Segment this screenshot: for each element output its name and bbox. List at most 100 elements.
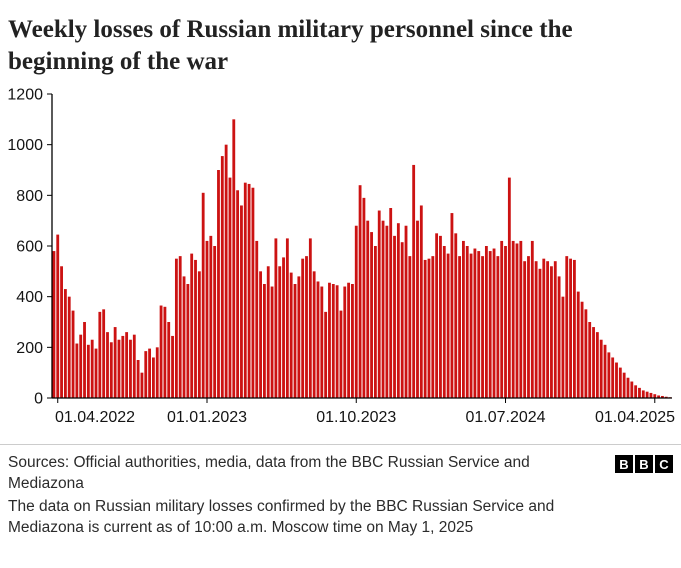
bar (132, 334, 136, 398)
bar (293, 284, 297, 398)
bar (423, 259, 427, 398)
bar (301, 258, 305, 398)
y-tick-label: 1200 (7, 87, 43, 104)
bar (638, 387, 641, 398)
y-tick-label: 1000 (7, 137, 43, 154)
bar (178, 256, 182, 398)
bar (515, 243, 519, 398)
bar (328, 282, 331, 398)
bar (611, 357, 615, 398)
bar (527, 256, 530, 398)
bar (343, 286, 347, 398)
chart-title: Weekly losses of Russian military person… (8, 16, 573, 75)
bar (462, 240, 465, 398)
y-tick-label: 0 (34, 391, 43, 408)
bar (86, 344, 90, 398)
bar (335, 285, 339, 398)
bar (259, 271, 262, 398)
bar (381, 220, 385, 398)
bar (523, 261, 527, 398)
bar (473, 248, 477, 398)
bar (171, 335, 174, 398)
bar (393, 235, 396, 398)
bar (155, 347, 159, 398)
bar (649, 392, 653, 398)
bar (129, 339, 132, 398)
bar (580, 301, 584, 398)
bar (266, 266, 270, 398)
bar (507, 177, 511, 398)
bar (370, 232, 373, 398)
footer: Sources: Official authorities, media, da… (0, 445, 681, 539)
bar (550, 266, 553, 398)
x-tick-label: 01.01.2023 (167, 409, 247, 426)
bar (622, 372, 626, 398)
bar (109, 342, 113, 398)
bar (102, 309, 106, 398)
bar (308, 238, 312, 398)
bar (224, 144, 228, 398)
bar (285, 238, 289, 398)
bar (419, 205, 423, 398)
bar (530, 240, 534, 398)
bar (167, 322, 171, 398)
bbc-logo-letter-b1: B (615, 455, 633, 473)
bar (90, 339, 94, 398)
bar (197, 271, 201, 398)
x-tick-label: 01.07.2024 (465, 409, 545, 426)
bar (56, 234, 60, 398)
bar (52, 251, 56, 398)
bar (377, 210, 381, 398)
bar (504, 246, 507, 398)
bar (500, 240, 504, 398)
bar (159, 305, 163, 398)
bar (538, 268, 542, 398)
bar (615, 362, 618, 398)
x-tick-label: 01.04.2022 (55, 409, 135, 426)
bar (557, 276, 561, 398)
bar (442, 246, 446, 398)
bar (396, 223, 400, 398)
bar (182, 276, 186, 398)
bar (351, 284, 354, 398)
bar (588, 322, 592, 398)
bar (450, 213, 454, 398)
bar (305, 256, 308, 398)
y-tick-label: 600 (16, 239, 43, 256)
bar (400, 242, 404, 398)
bar (572, 259, 576, 398)
bar (297, 276, 301, 398)
bar-chart-canvas: 0 200 400 600 800 1000 1200 01.04.2022 01.01.202… (0, 82, 681, 434)
bar (194, 259, 197, 398)
bar (630, 381, 634, 398)
bar (592, 327, 595, 398)
bar (385, 225, 389, 398)
bar (408, 256, 412, 398)
bar (465, 246, 469, 398)
bar (416, 220, 419, 398)
bar (469, 253, 473, 398)
bar (618, 367, 622, 398)
bar (220, 156, 224, 398)
bar (320, 286, 324, 398)
bar (144, 351, 148, 398)
bar (232, 119, 236, 398)
bar (63, 289, 67, 398)
bar (358, 185, 362, 398)
bar (240, 205, 243, 398)
bar (657, 395, 661, 398)
bar (435, 233, 439, 398)
bar (106, 332, 109, 398)
footer-divider (0, 444, 681, 445)
bar (484, 246, 488, 398)
bar (373, 246, 377, 398)
bar (201, 192, 205, 398)
bar (228, 177, 232, 398)
bar (534, 261, 538, 398)
bar (347, 282, 351, 398)
footer-text: Sources: Official authorities, media, da… (8, 453, 604, 539)
bar (243, 182, 247, 398)
bar (67, 296, 71, 398)
bar (565, 256, 569, 398)
bar (607, 352, 611, 398)
